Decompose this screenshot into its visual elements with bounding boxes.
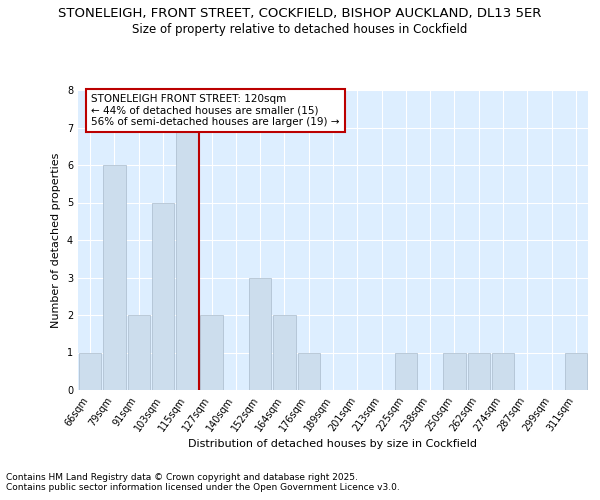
Bar [492, 352, 514, 390]
Text: STONELEIGH, FRONT STREET, COCKFIELD, BISHOP AUCKLAND, DL13 5ER: STONELEIGH, FRONT STREET, COCKFIELD, BIS… [58, 8, 542, 20]
Bar [395, 352, 417, 390]
Y-axis label: Number of detached properties: Number of detached properties [52, 152, 61, 328]
Bar [176, 128, 199, 390]
Text: STONELEIGH FRONT STREET: 120sqm
← 44% of detached houses are smaller (15)
56% of: STONELEIGH FRONT STREET: 120sqm ← 44% of… [91, 94, 340, 127]
X-axis label: Distribution of detached houses by size in Cockfield: Distribution of detached houses by size … [188, 438, 478, 448]
Bar [467, 352, 490, 390]
Bar [79, 352, 101, 390]
Bar [249, 278, 271, 390]
Bar [152, 202, 174, 390]
Bar [273, 315, 296, 390]
Bar [298, 352, 320, 390]
Bar [565, 352, 587, 390]
Bar [103, 165, 125, 390]
Bar [443, 352, 466, 390]
Text: Contains HM Land Registry data © Crown copyright and database right 2025.
Contai: Contains HM Land Registry data © Crown c… [6, 473, 400, 492]
Text: Size of property relative to detached houses in Cockfield: Size of property relative to detached ho… [133, 22, 467, 36]
Bar [128, 315, 150, 390]
Bar [200, 315, 223, 390]
